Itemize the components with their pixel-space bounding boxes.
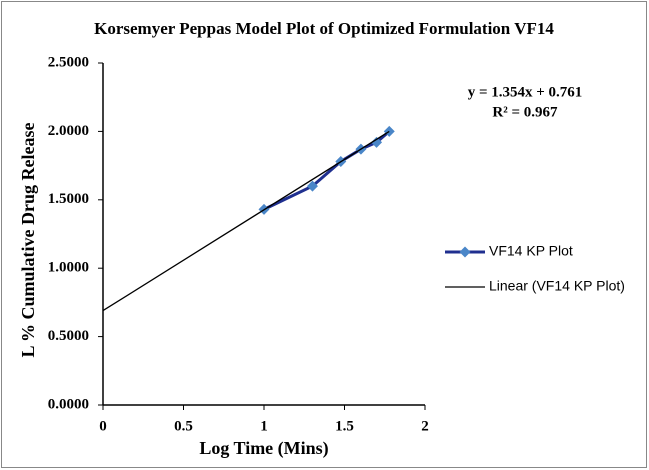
x-tick-label: 0 — [99, 418, 107, 434]
x-tick-label: 1.5 — [335, 418, 354, 434]
marker — [306, 180, 318, 192]
series-line — [102, 130, 390, 312]
x-axis-label: Log Time (Mins) — [199, 438, 328, 459]
x-tick-label: 2 — [421, 418, 429, 434]
legend-label: Linear (VF14 KP Plot) — [489, 278, 625, 294]
x-tick-label: 1 — [260, 418, 268, 434]
y-tick-label: 2.5000 — [48, 54, 89, 70]
marker — [371, 136, 383, 148]
y-tick-label: 1.0000 — [48, 260, 89, 276]
y-axis-label: L % Cumulative Drug Release — [18, 122, 38, 357]
y-tick-label: 1.5000 — [48, 191, 89, 207]
legend-marker — [459, 246, 471, 258]
equation: y = 1.354x + 0.761 — [468, 84, 583, 100]
chart-title: Korsemyer Peppas Model Plot of Optimized… — [94, 19, 554, 38]
y-tick-label: 0.0000 — [48, 396, 89, 412]
y-tick-label: 2.0000 — [48, 123, 89, 139]
legend-label: VF14 KP Plot — [489, 243, 573, 259]
y-tick-label: 0.5000 — [48, 328, 89, 344]
r-squared: R² = 0.967 — [492, 104, 558, 120]
x-tick-label: 0.5 — [174, 418, 193, 434]
